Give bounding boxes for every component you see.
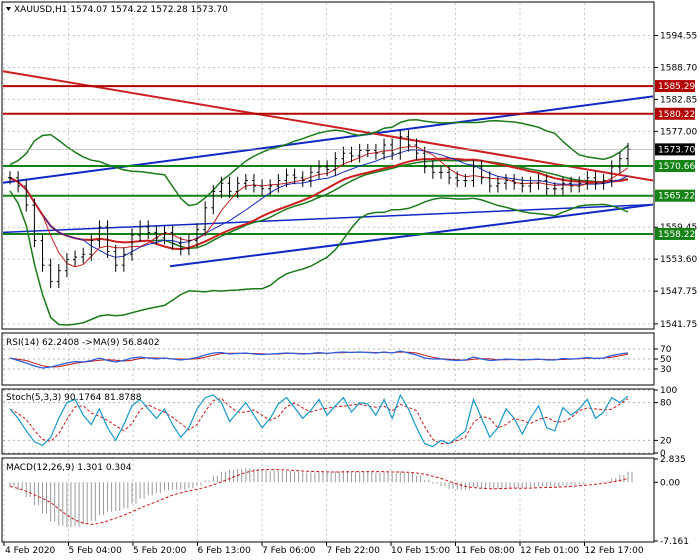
x-tick-label: 7 Feb 06:00 (262, 546, 316, 556)
symbol-header: XAUUSD,H1 1574.07 1574.22 1572.28 1573.7… (14, 5, 228, 15)
price-tick-label: 1553.60 (660, 255, 697, 265)
bollinger-lower-band (9, 190, 629, 326)
level-tag-label: 1565.22 (658, 192, 695, 202)
x-tick-label: 12 Feb 01:00 (520, 546, 579, 556)
level-tag-label: 1585.29 (658, 82, 695, 92)
rsi-tick-label: 30 (660, 365, 672, 375)
blue-channel-upper-line (2, 95, 654, 184)
level-tag-1565.22 (655, 189, 695, 202)
stochastic-label: Stoch(5,3,3) 90.1764 81.8788 (6, 393, 142, 403)
ohlc-text: 1574.07 1574.22 1572.28 1573.70 (70, 5, 228, 15)
oscillator-layer (9, 350, 633, 528)
price-tick-label: 1547.75 (660, 287, 697, 297)
price-tick-label: 1577.00 (660, 127, 697, 137)
level-tag-label: 1570.66 (658, 162, 695, 172)
blue-support-line (2, 203, 654, 234)
level-tag-1558.22 (655, 227, 695, 240)
x-tick-label: 5 Feb 20:00 (133, 546, 187, 556)
x-tick-label: 6 Feb 13:00 (198, 546, 252, 556)
price-tick-label: 1582.85 (660, 95, 697, 105)
level-tag-1570.66 (655, 159, 695, 172)
level-tag-label: 1558.22 (658, 230, 695, 240)
level-tag-label: 1580.22 (658, 110, 695, 120)
rsi-tick-label: 50 (660, 355, 672, 365)
current-price-label: 1573.70 (658, 145, 695, 155)
x-tick-label: 12 Feb 17:00 (585, 546, 644, 556)
current-price-tag (655, 143, 695, 156)
stochastic-tick-label: 20 (660, 436, 672, 446)
blue-channel-lower-line (169, 203, 654, 268)
x-tick-label: 10 Feb 15:00 (391, 546, 450, 556)
stochastic-tick-label: 0 (660, 449, 666, 459)
price-tick-label: 1588.70 (660, 63, 697, 73)
level-tag-1585.29 (655, 80, 695, 93)
stochastic-tick-label: 100 (660, 386, 677, 396)
stochastic-main-line (9, 393, 629, 448)
axis-layer: 1594.551588.701582.851577.001559.451553.… (3, 32, 697, 556)
grid-layer (3, 3, 653, 541)
dropdown-triangle-icon[interactable] (6, 7, 11, 11)
macd-tick-label: 0.00 (660, 478, 680, 488)
rsi-main-line (9, 350, 629, 369)
price-tick-label: 1541.75 (660, 320, 697, 330)
symbol-text: XAUUSD,H1 (14, 5, 68, 15)
price-layer (2, 70, 654, 326)
price-tick-label: 1594.55 (660, 32, 697, 42)
macd-tick-label: 2.835 (660, 455, 686, 465)
x-tick-label: 7 Feb 22:00 (327, 546, 381, 556)
bollinger-upper-band (9, 119, 629, 207)
rsi-label: RSI(14) 62.2408 ->MA(9) 56.8402 (6, 338, 160, 348)
macd-signal-line (9, 468, 629, 525)
red-trend-line (2, 70, 654, 182)
macd-tick-label: -7.161 (660, 537, 689, 547)
stochastic-panel[interactable] (1, 388, 655, 455)
stochastic-tick-label: 80 (660, 399, 672, 409)
x-tick-label: 4 Feb 2020 (5, 546, 56, 556)
slow-moving-average (9, 157, 629, 251)
x-tick-label: 5 Feb 04:00 (69, 546, 123, 556)
x-tick-label: 11 Feb 08:00 (456, 546, 515, 556)
macd-label: MACD(12,26,9) 1.301 0.304 (6, 463, 132, 473)
fast-moving-average (9, 149, 629, 258)
level-tag-1580.22 (655, 107, 695, 120)
rsi-tick-label: 70 (660, 345, 672, 355)
